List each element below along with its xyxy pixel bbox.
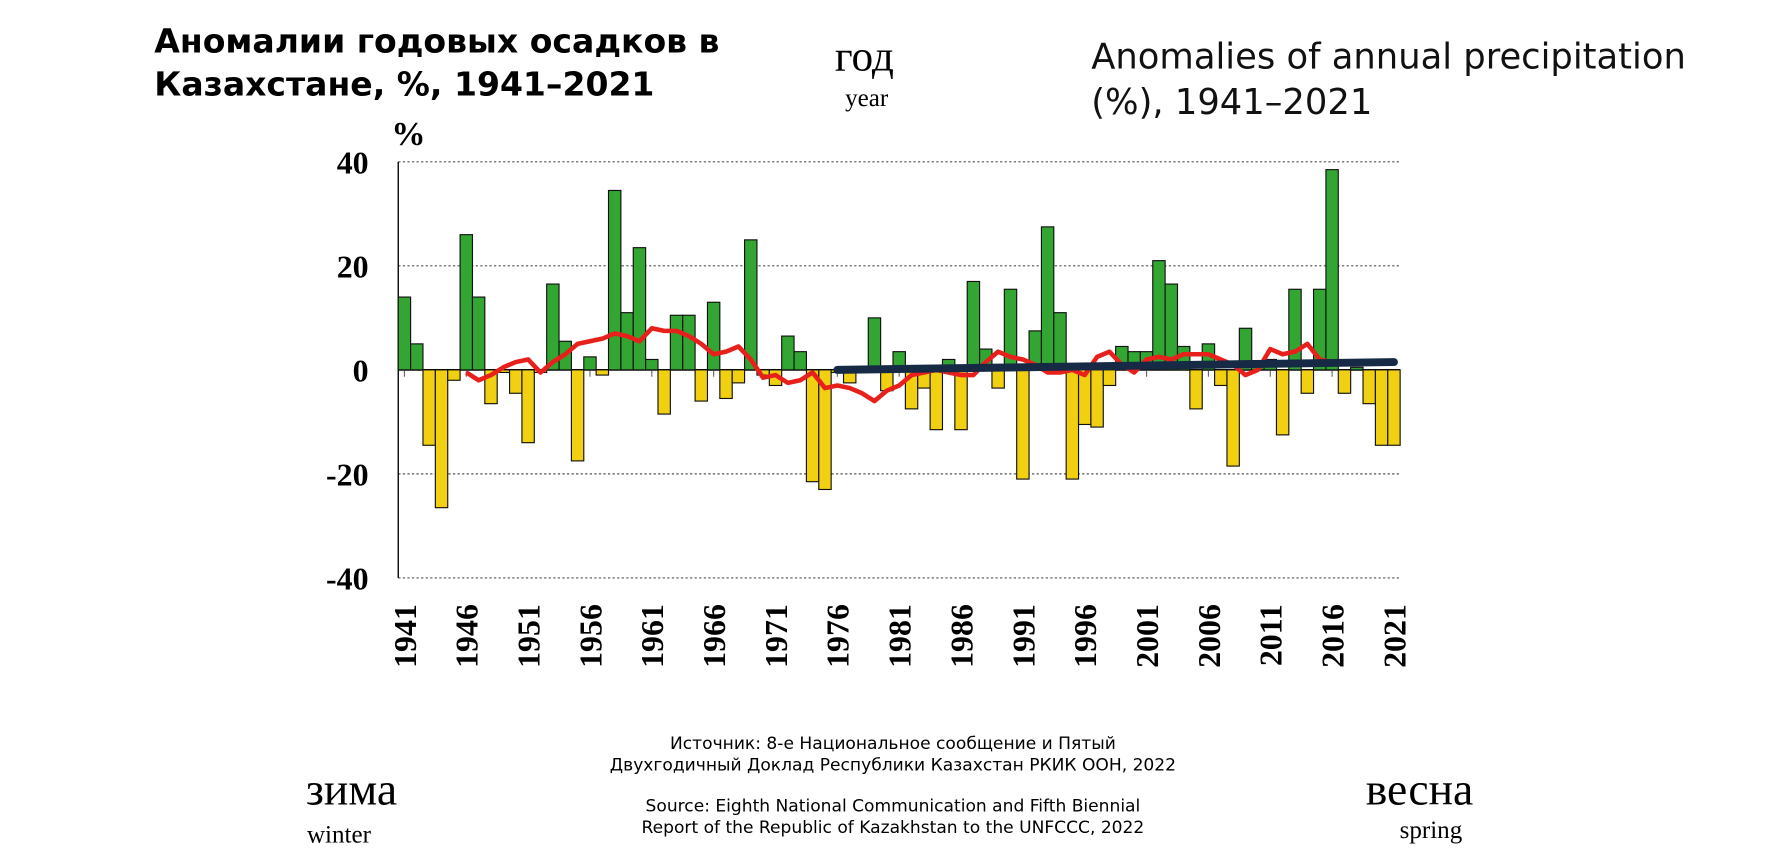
bar xyxy=(645,358,659,371)
season-en: spring xyxy=(1400,817,1463,844)
bar xyxy=(1077,369,1092,426)
x-tick-label: 1961 xyxy=(635,604,670,668)
season-ru: весна xyxy=(1366,764,1473,815)
subtitle: Anomalies of annual precipitation xyxy=(1091,36,1686,77)
title: Аномалии годовых осадков в xyxy=(154,21,719,60)
bar xyxy=(1016,369,1030,480)
source: Двухгодичный Доклад Республики Казахстан… xyxy=(610,756,1176,776)
x-tick-label: 1956 xyxy=(573,604,608,668)
bar xyxy=(694,369,709,402)
source: Source: Eighth National Communication an… xyxy=(646,797,1141,817)
x-tick-label: 1981 xyxy=(883,604,918,668)
bar xyxy=(1189,369,1203,410)
x-tick-label: 1941 xyxy=(388,604,423,668)
bar xyxy=(818,369,832,491)
bar xyxy=(1350,366,1364,371)
y-tick-label: 20 xyxy=(337,249,369,284)
bar xyxy=(447,369,461,381)
moving-average xyxy=(465,325,1333,404)
x-tick-label: 1971 xyxy=(759,604,794,668)
bar xyxy=(583,356,597,371)
x-tick-label: 1991 xyxy=(1006,604,1041,668)
bar xyxy=(867,317,882,371)
bar xyxy=(731,369,746,384)
title: Казахстане, %, 1941–2021 xyxy=(154,65,654,104)
bar xyxy=(1387,369,1401,446)
bar xyxy=(410,343,424,371)
x-tick-label: 1976 xyxy=(821,604,856,668)
bar xyxy=(682,314,696,371)
bar xyxy=(1065,369,1080,480)
bar xyxy=(434,369,449,509)
bar xyxy=(521,369,535,444)
bar xyxy=(570,369,585,462)
y-tick-label: 0 xyxy=(353,353,369,388)
bar xyxy=(744,239,758,371)
bar xyxy=(607,189,622,371)
bar xyxy=(706,301,721,371)
bar xyxy=(397,296,412,371)
bar xyxy=(929,369,944,431)
x-tick-label: 2006 xyxy=(1192,604,1227,668)
x-tick-label: 1966 xyxy=(697,604,732,668)
bar xyxy=(471,296,486,371)
bar xyxy=(719,369,733,400)
bar xyxy=(1040,226,1055,371)
bar xyxy=(1164,283,1179,371)
y-tick-label: -20 xyxy=(326,457,369,492)
x-tick-label: 1946 xyxy=(450,604,485,668)
bar xyxy=(1374,369,1389,446)
bar xyxy=(781,335,795,371)
source: Источник: 8-е Национальное сообщение и П… xyxy=(670,734,1116,754)
trend-line xyxy=(833,358,1398,374)
x-tick-label: 2021 xyxy=(1377,604,1412,668)
source: Report of the Republic of Kazakhstan to … xyxy=(642,818,1145,838)
bar xyxy=(1362,369,1376,405)
bar xyxy=(632,247,647,371)
bar xyxy=(1090,369,1104,428)
bar xyxy=(1238,327,1253,371)
bar xyxy=(422,369,436,446)
bar xyxy=(1214,369,1228,387)
bar xyxy=(546,283,560,371)
season-ru: год xyxy=(835,33,894,81)
x-tick-label: 2011 xyxy=(1254,604,1289,666)
bar xyxy=(508,369,523,394)
bar xyxy=(1152,260,1166,371)
bar xyxy=(669,314,684,371)
bar xyxy=(1226,369,1240,467)
x-tick-label: 1986 xyxy=(944,604,979,668)
bar xyxy=(954,369,968,431)
bar xyxy=(1288,288,1302,371)
y-tick-label: 40 xyxy=(337,145,369,180)
season-en: winter xyxy=(307,821,372,848)
season-ru: зима xyxy=(306,764,397,815)
bar xyxy=(657,369,671,415)
bar xyxy=(620,312,634,371)
season-en: year xyxy=(845,85,889,112)
x-tick-label: 1951 xyxy=(512,604,547,668)
bar xyxy=(805,369,820,483)
bar xyxy=(966,280,981,371)
bar xyxy=(793,351,807,371)
subtitle: (%), 1941–2021 xyxy=(1091,82,1372,123)
x-tick-label: 1996 xyxy=(1068,604,1103,668)
bar xyxy=(1325,169,1339,371)
bar xyxy=(459,234,474,371)
x-tick-label: 2016 xyxy=(1316,604,1351,668)
bar xyxy=(1102,369,1117,387)
x-tick-label: 2001 xyxy=(1130,604,1165,668)
bar xyxy=(1053,312,1067,371)
bar xyxy=(1300,369,1315,394)
bar xyxy=(1337,369,1352,394)
bar xyxy=(1275,369,1290,436)
y-axis-label: % xyxy=(391,116,425,153)
bar xyxy=(991,369,1005,389)
bar xyxy=(595,369,610,376)
y-tick-label: -40 xyxy=(326,561,369,596)
